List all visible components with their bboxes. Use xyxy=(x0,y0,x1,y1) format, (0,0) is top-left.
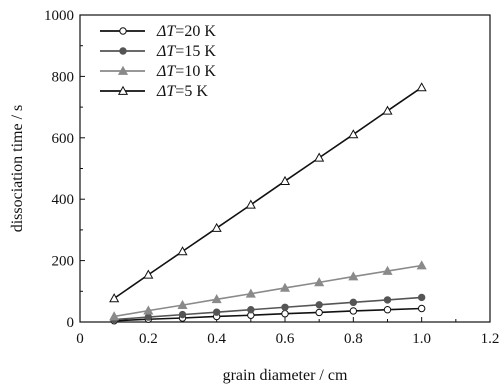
data-point xyxy=(315,301,323,309)
x-axis-ticks: 0 0.2 0.4 0.6 0.8 1.0 1.2 xyxy=(76,317,499,347)
y-tick-label: 200 xyxy=(52,254,75,270)
legend: ΔT=20 K ΔT=15 K ΔT=10 K ΔT=5 K xyxy=(100,23,216,100)
data-point xyxy=(211,222,222,232)
data-point xyxy=(349,298,358,307)
data-point xyxy=(279,282,291,292)
y-tick-label: 0 xyxy=(67,315,75,331)
legend-label: ΔT=15 K xyxy=(156,43,216,60)
x-tick-label: 1.2 xyxy=(481,331,500,347)
data-point xyxy=(382,105,393,115)
legend-label: ΔT=10 K xyxy=(156,63,216,80)
data-point xyxy=(247,306,255,314)
data-point xyxy=(417,293,426,302)
x-tick-label: 0.2 xyxy=(139,331,158,347)
legend-marker xyxy=(119,47,127,55)
data-point xyxy=(314,152,325,162)
data-point xyxy=(382,265,393,275)
legend-item: ΔT=10 K xyxy=(100,63,216,80)
plot-frame xyxy=(79,14,491,323)
data-point xyxy=(212,308,221,316)
x-tick-label: 0.6 xyxy=(276,331,295,347)
y-tick-label: 400 xyxy=(52,192,75,208)
data-point xyxy=(383,306,392,314)
y-tick-label: 800 xyxy=(52,69,75,85)
y-axis-ticks: 0 200 400 600 800 1000 xyxy=(44,8,85,331)
series-line xyxy=(114,307,422,322)
data-point xyxy=(281,310,289,318)
x-tick-label: 0 xyxy=(76,331,84,347)
series-2 xyxy=(110,293,426,324)
data-point xyxy=(315,308,323,317)
x-axis-label: grain diameter / cm xyxy=(223,367,348,384)
data-point xyxy=(245,199,256,209)
legend-label: ΔT=20 K xyxy=(156,23,216,40)
legend-item: ΔT=5 K xyxy=(100,83,208,100)
legend-item: ΔT=20 K xyxy=(100,23,216,40)
series-layer xyxy=(109,82,427,325)
legend-marker xyxy=(119,27,127,35)
data-point xyxy=(144,313,153,321)
y-axis-label: dissociation time / s xyxy=(9,105,26,233)
data-point xyxy=(211,294,222,304)
legend-marker xyxy=(117,65,129,75)
series-line xyxy=(114,296,422,321)
data-point xyxy=(348,129,359,139)
series-line xyxy=(114,264,422,318)
y-tick-label: 600 xyxy=(52,131,75,147)
legend-item: ΔT=15 K xyxy=(100,43,216,60)
data-point xyxy=(349,307,358,315)
data-point xyxy=(383,296,392,304)
data-point xyxy=(245,288,256,298)
x-tick-label: 0.8 xyxy=(344,331,363,347)
data-point xyxy=(416,260,427,270)
data-point xyxy=(281,303,289,311)
legend-label: ΔT=5 K xyxy=(156,83,208,100)
data-point xyxy=(143,305,154,315)
data-point xyxy=(177,299,188,309)
data-point xyxy=(279,175,291,185)
series-3 xyxy=(109,260,427,321)
data-point xyxy=(178,310,187,319)
data-point xyxy=(348,271,359,281)
data-point xyxy=(417,304,426,313)
legend-marker xyxy=(117,85,129,95)
plot-area-frame xyxy=(79,14,491,323)
y-tick-label: 1000 xyxy=(44,8,74,24)
data-point xyxy=(109,293,120,303)
data-point xyxy=(416,82,427,92)
data-point xyxy=(143,269,154,279)
series-line xyxy=(113,86,423,300)
data-point xyxy=(109,311,120,321)
series-4 xyxy=(109,82,427,303)
x-tick-label: 0.4 xyxy=(207,331,226,347)
data-point xyxy=(177,246,188,256)
x-tick-label: 1.0 xyxy=(412,331,431,347)
data-point xyxy=(314,277,325,287)
